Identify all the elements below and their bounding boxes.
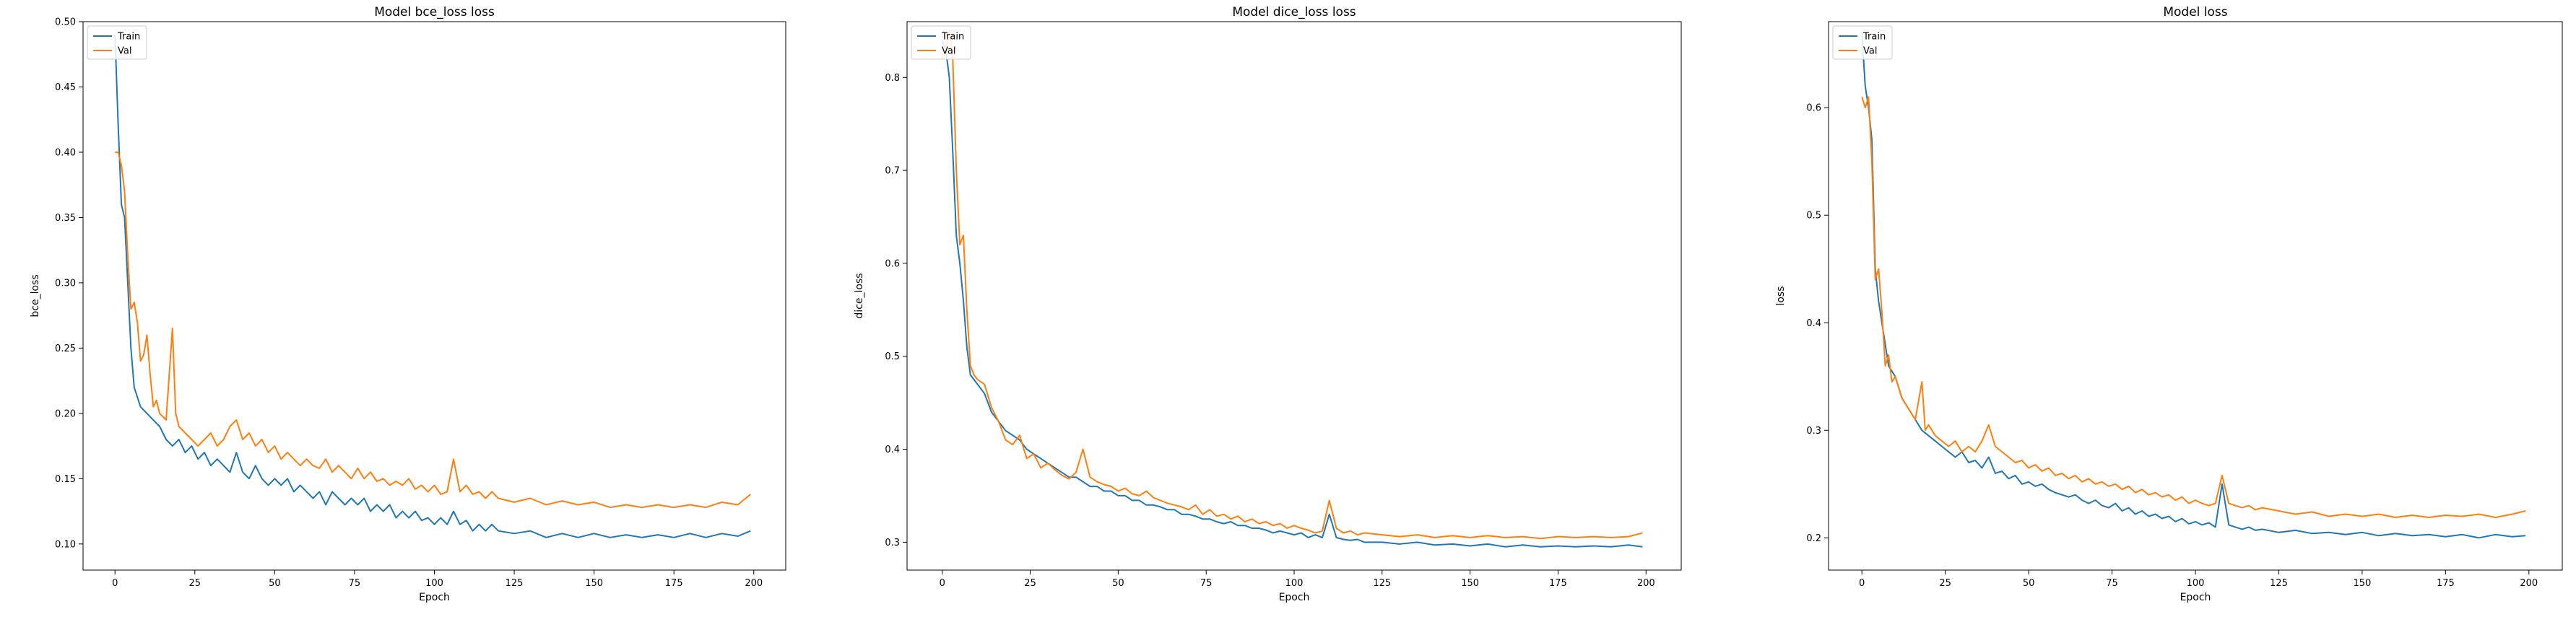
legend: Train Val: [1832, 25, 1893, 60]
y-tick-label: 0.10: [55, 539, 76, 550]
y-tick-label: 0.6: [885, 258, 900, 269]
legend-label: Train: [941, 32, 964, 43]
x-tick-label: 100: [2187, 578, 2205, 589]
plot-frame: [82, 21, 786, 571]
x-tick-label: 125: [506, 578, 524, 589]
x-tick-label: 75: [349, 578, 361, 589]
x-tick-label: 150: [2353, 578, 2371, 589]
y-tick-label: 0.5: [1806, 211, 1821, 222]
legend-label: Val: [118, 46, 131, 57]
x-tick-label: 25: [1939, 578, 1951, 589]
y-tick-label: 0.2: [1806, 533, 1821, 544]
x-tick-label: 200: [1637, 578, 1655, 589]
series-line-val: [115, 152, 751, 509]
y-axis-label: dice_loss: [854, 273, 865, 318]
x-tick-label: 150: [1461, 578, 1479, 589]
series-line-train: [941, 40, 1643, 548]
x-tick-label: 125: [1373, 578, 1391, 589]
x-tick-label: 125: [2270, 578, 2288, 589]
y-axis-label: loss: [1775, 286, 1787, 305]
x-tick-label: 75: [1200, 578, 1213, 589]
y-tick-label: 0.3: [885, 538, 900, 548]
legend-label: Val: [1863, 46, 1877, 57]
y-tick-label: 0.50: [55, 17, 76, 28]
chart-title: Model loss: [2163, 5, 2227, 19]
plot-frame: [906, 21, 1682, 571]
x-tick-label: 0: [1859, 578, 1865, 589]
x-tick-label: 0: [940, 578, 945, 589]
x-tick-label: 175: [665, 578, 683, 589]
y-tick-label: 0.3: [1806, 426, 1821, 437]
y-tick-label: 0.7: [885, 166, 900, 177]
y-tick-label: 0.40: [55, 147, 76, 158]
y-tick-label: 0.45: [55, 82, 76, 93]
x-tick-label: 25: [189, 578, 201, 589]
y-tick-label: 0.35: [55, 213, 76, 224]
x-tick-label: 50: [2023, 578, 2035, 589]
y-tick-label: 0.25: [55, 343, 76, 354]
y-tick-label: 0.6: [1806, 103, 1821, 114]
x-tick-label: 200: [745, 578, 763, 589]
chart-panel-3: Model loss 0 25 50 75 100 125 150 175 200 0.2 0.3 0.…: [1775, 5, 2563, 603]
x-axis-label: Epoch: [2180, 592, 2211, 603]
chart-panel-1: Model bce_loss loss 0 25 50 75 100 125 150 175 20…: [30, 5, 786, 603]
x-tick-label: 150: [585, 578, 603, 589]
x-tick-label: 50: [1112, 578, 1124, 589]
x-axis-label: Epoch: [419, 592, 450, 603]
y-tick-label: 0.8: [885, 73, 900, 84]
series-line-val: [941, 30, 1643, 540]
x-tick-label: 50: [269, 578, 281, 589]
y-tick-label: 0.30: [55, 278, 76, 289]
chart-title: Model bce_loss loss: [374, 5, 495, 19]
legend-label: Val: [942, 46, 955, 57]
x-tick-label: 75: [2106, 578, 2118, 589]
series-line-train: [1861, 32, 2526, 539]
x-tick-label: 25: [1024, 578, 1036, 589]
x-tick-label: 175: [1549, 578, 1567, 589]
y-tick-label: 0.20: [55, 408, 76, 419]
legend: Train Val: [87, 25, 147, 60]
y-tick-label: 0.5: [885, 351, 900, 362]
legend: Train Val: [911, 25, 971, 60]
series-line-train: [114, 35, 751, 538]
x-tick-label: 175: [2437, 578, 2455, 589]
x-tick-label: 0: [112, 578, 118, 589]
chart-title: Model dice_loss loss: [1232, 5, 1356, 19]
x-tick-label: 100: [425, 578, 443, 589]
chart-panel-2: Model dice_loss loss 0 25 50 75 100 125 150 175 2…: [854, 5, 1682, 603]
y-axis-label: bce_loss: [30, 274, 41, 317]
plot-frame: [1828, 21, 2563, 571]
legend-label: Train: [117, 32, 140, 43]
y-tick-label: 0.4: [885, 445, 900, 455]
x-tick-label: 200: [2520, 578, 2538, 589]
y-tick-label: 0.4: [1806, 318, 1821, 329]
x-axis-label: Epoch: [1279, 592, 1310, 603]
legend-label: Train: [1862, 32, 1886, 43]
x-tick-label: 100: [1285, 578, 1304, 589]
series-line-val: [1861, 96, 2526, 518]
y-tick-label: 0.15: [55, 474, 76, 485]
